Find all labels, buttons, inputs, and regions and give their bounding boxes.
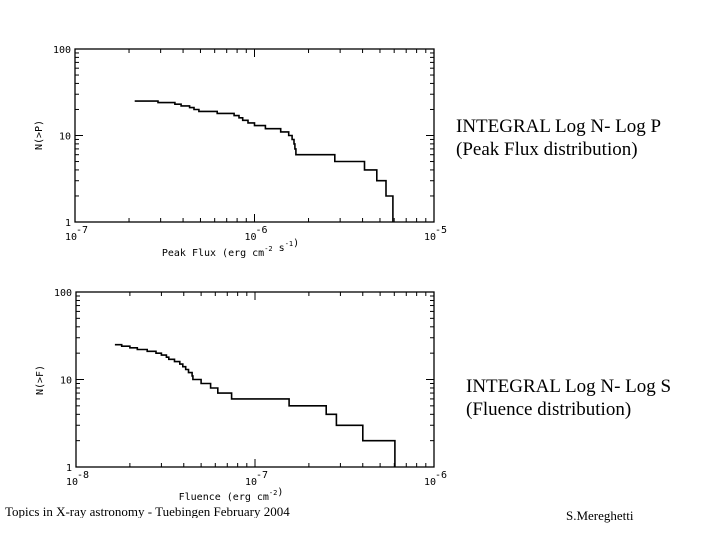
y-tick-label: 100	[53, 45, 71, 56]
fluence-chart: 1 10 100 10 -8 10 -7 10 -6 N(>F) Fluence (erg cm-2…	[35, 288, 447, 503]
x-tick-label: 10	[65, 232, 77, 243]
peak-flux-caption-line1: INTEGRAL Log N- Log P	[456, 116, 662, 137]
fluence-caption-line2: (Fluence distribution)	[466, 399, 632, 420]
x-tick-label: 10	[424, 232, 436, 243]
y-tick-label: 10	[60, 376, 72, 387]
x-tick-exponent: -8	[77, 470, 89, 481]
x-tick-label: 10	[245, 477, 257, 488]
x-tick-exponent: -6	[435, 470, 447, 481]
y-tick-label: 10	[59, 132, 71, 143]
x-tick-exponent: -7	[76, 225, 88, 236]
cumulative-step-curve	[114, 343, 396, 467]
y-axis-label: N(>P)	[34, 120, 45, 150]
y-axis-label: N(>F)	[35, 365, 46, 395]
fluence-caption: INTEGRAL Log N- Log S (Fluence distribut…	[466, 375, 671, 421]
y-tick-label: 100	[54, 288, 72, 299]
x-tick-label: 10	[424, 477, 436, 488]
footer-event: Topics in X-ray astronomy - Tuebingen Fe…	[5, 507, 290, 518]
footer-event-text: Topics in X-ray astronomy - Tuebingen Fe…	[5, 507, 290, 518]
x-tick-label: 10	[244, 232, 256, 243]
peak-flux-chart: 1 10 100 10 -7 10 -6 10 -5 N(>P) Peak Flux (erg cm…	[0, 0, 460, 270]
x-axis-label: Fluence (erg cm-2)	[179, 487, 284, 503]
y-tick-label: 1	[66, 463, 72, 474]
fluence-caption-line1: INTEGRAL Log N- Log S	[466, 376, 672, 397]
x-tick-exponent: -6	[255, 225, 267, 236]
cumulative-step-curve	[134, 100, 394, 222]
x-tick-exponent: -5	[435, 225, 447, 236]
footer-author: S.Mereghetti	[566, 508, 634, 523]
peak-flux-caption: INTEGRAL Log N- Log P (Peak Flux distrib…	[456, 115, 661, 161]
x-axis-label: Peak Flux (erg cm-2 s-1)	[162, 238, 299, 259]
peak-flux-caption-line2: (Peak Flux distribution)	[456, 139, 638, 160]
y-tick-label: 1	[65, 218, 71, 229]
x-tick-exponent: -7	[256, 470, 268, 481]
x-tick-label: 10	[66, 477, 78, 488]
